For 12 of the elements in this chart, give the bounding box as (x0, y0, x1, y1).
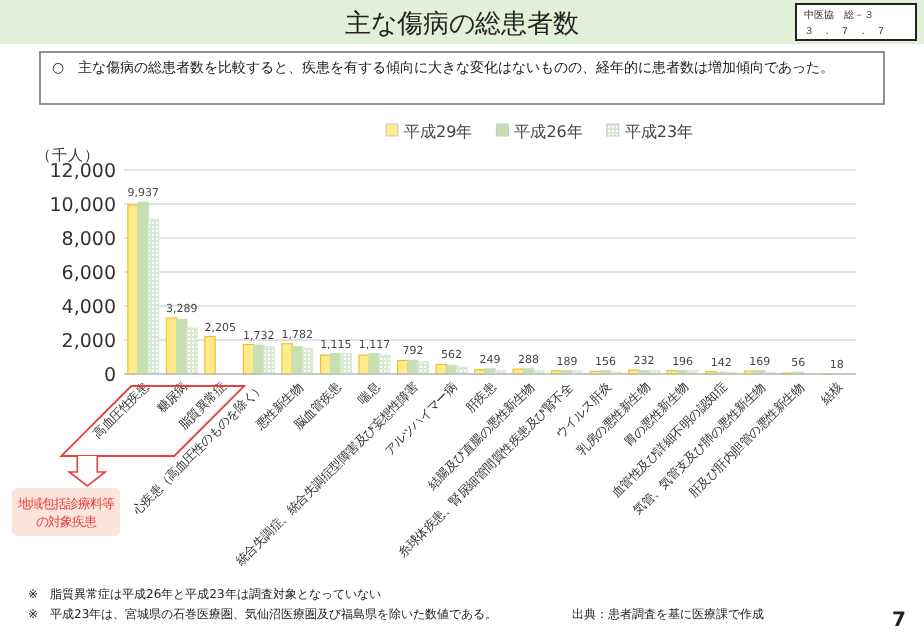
y-tick-label: 12,000 (49, 161, 116, 183)
y-tick-label: 8,000 (61, 229, 116, 251)
y-tick-label: 0 (103, 365, 116, 387)
legend-label: 平成23年 (624, 123, 694, 141)
y-tick-label: 6,000 (61, 263, 116, 285)
text: 7 (892, 610, 907, 632)
y-tick-label: 2,000 (61, 331, 116, 353)
legend-label: 平成26年 (514, 123, 583, 141)
legend-label: 平成29年 (404, 123, 473, 141)
title: 主な傷病の総患者数 (345, 10, 579, 40)
y-tick-label: 4,000 (61, 297, 116, 319)
y-tick-label: 10,000 (49, 195, 116, 217)
